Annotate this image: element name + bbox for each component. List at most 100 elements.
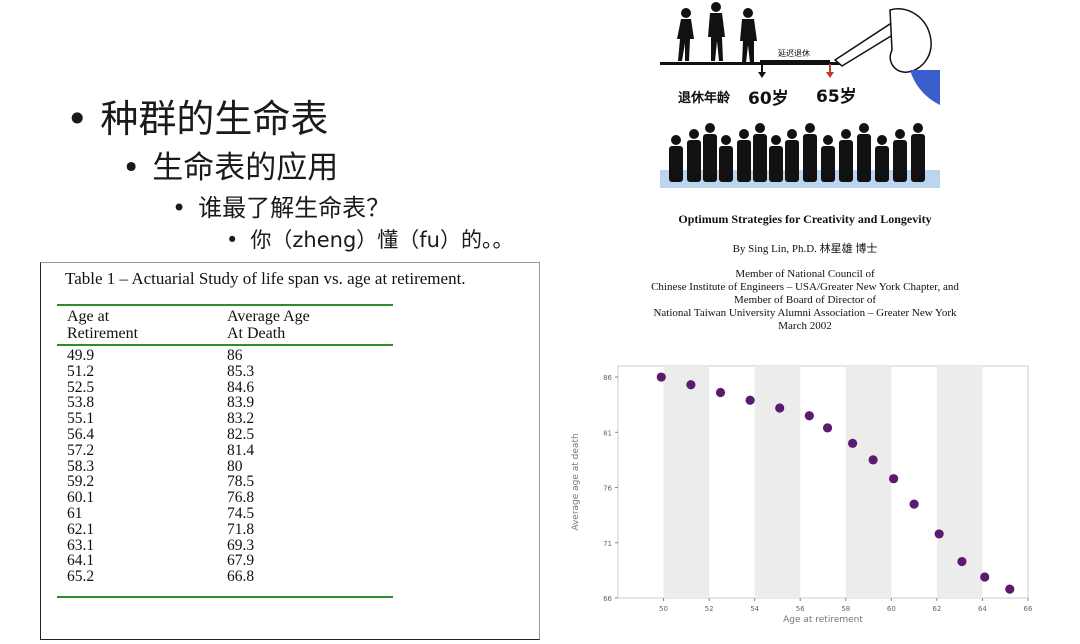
y-tick-label: 66 bbox=[603, 595, 612, 603]
data-point bbox=[656, 372, 666, 382]
bullet-text: 生命表的应用 bbox=[152, 150, 339, 186]
table-row: 59.2 78.5 bbox=[41, 474, 539, 490]
bullet-level-3: • 谁最了解生命表？ bbox=[172, 194, 391, 222]
data-point bbox=[934, 529, 944, 539]
bullet-level-1: • 种群的生命表 bbox=[66, 97, 329, 141]
affiliation-line: Chinese Institute of Engineers – USA/Gre… bbox=[651, 281, 959, 293]
age-to: 65岁 bbox=[816, 86, 857, 107]
cell-average-age-at-death: 84.6 bbox=[227, 378, 255, 396]
scatter-chart: 66 71 76 81 86 50 52 54 56 58 60 62 64 66 Age at retir… bbox=[562, 360, 1040, 636]
cell-age-at-retirement: 58.3 bbox=[67, 457, 95, 475]
y-tick-label: 86 bbox=[603, 374, 612, 382]
cell-average-age-at-death: 76.8 bbox=[227, 489, 255, 507]
header-line: Average Age bbox=[227, 308, 310, 325]
cell-average-age-at-death: 71.8 bbox=[227, 520, 255, 538]
data-point bbox=[745, 395, 755, 405]
data-point bbox=[715, 387, 726, 398]
retirement-illustration: 延迟退休 退休年龄 60岁 65岁 bbox=[660, 0, 940, 188]
table-row: 61 74.5 bbox=[41, 506, 539, 522]
table-row: 63.1 69.3 bbox=[41, 536, 539, 554]
data-point bbox=[822, 423, 833, 433]
x-axis-label: Age at retirement bbox=[783, 615, 863, 625]
cell-average-age-at-death: 82.5 bbox=[227, 425, 255, 443]
bullet-text: 你（zheng）懂（fu）的。。 bbox=[250, 228, 514, 252]
header-age-at-retirement: Age at Retirement bbox=[67, 308, 138, 342]
grid-band bbox=[845, 366, 892, 598]
cell-age-at-retirement: 55.1 bbox=[67, 410, 95, 428]
cell-age-at-retirement: 62.1 bbox=[67, 520, 95, 538]
scatter-svg: 66 71 76 81 86 50 52 54 56 58 60 62 64 66 Age at retir… bbox=[571, 365, 1033, 625]
cell-average-age-at-death: 67.9 bbox=[227, 552, 255, 570]
affiliation-line: National Taiwan University Alumni Associ… bbox=[653, 307, 957, 319]
table-row: 65.2 66.8 bbox=[41, 569, 539, 585]
affiliation-line: March 2002 bbox=[778, 320, 832, 332]
affiliation-line: Member of National Council of bbox=[735, 268, 875, 280]
paper-title: Optimum Strategies for Creativity and Lo… bbox=[678, 212, 932, 226]
data-point bbox=[775, 403, 785, 413]
table-bottom-rule bbox=[57, 596, 393, 598]
table-header-rule bbox=[57, 344, 393, 346]
paper-author: By Sing Lin, Ph.D. 林星雄 博士 bbox=[732, 243, 878, 255]
bullet-text: 种群的生命表 bbox=[100, 97, 329, 141]
grid-band bbox=[663, 366, 710, 598]
cell-age-at-retirement: 61 bbox=[67, 504, 83, 522]
table-row: 55.1 83.2 bbox=[41, 411, 539, 427]
x-tick-label: 66 bbox=[1024, 605, 1033, 613]
paper-affiliation: Member of National Council of Chinese In… bbox=[600, 268, 1010, 333]
header-average-age-at-death: Average Age At Death bbox=[227, 308, 310, 342]
table-caption: Table 1 – Actuarial Study of life span v… bbox=[65, 269, 466, 288]
cell-average-age-at-death: 69.3 bbox=[227, 536, 255, 554]
table-top-rule bbox=[57, 304, 393, 306]
cell-age-at-retirement: 49.9 bbox=[67, 347, 95, 364]
cell-average-age-at-death: 66.8 bbox=[227, 568, 255, 586]
cell-average-age-at-death: 78.5 bbox=[227, 473, 255, 491]
bullet-level-4: • 你（zheng）懂（fu）的。。 bbox=[226, 228, 514, 252]
x-tick-label: 60 bbox=[887, 605, 896, 613]
y-tick-label: 71 bbox=[603, 540, 612, 548]
data-point bbox=[980, 572, 990, 582]
table-row: 62.1 71.8 bbox=[41, 520, 539, 538]
left-label: 退休年龄 bbox=[678, 90, 731, 106]
header-line: Age at bbox=[67, 308, 110, 325]
header-line: At Death bbox=[227, 325, 286, 342]
age-from: 60岁 bbox=[748, 88, 789, 109]
y-tick-label: 81 bbox=[603, 429, 612, 437]
retirement-illustration-icon: 延迟退休 退休年龄 60岁 65岁 bbox=[660, 2, 940, 188]
table-body: 49.9 86 51.2 85.3 52.5 84.6 53.8 83.9 55.1 83.2 56… bbox=[41, 348, 539, 585]
cell-age-at-retirement: 53.8 bbox=[67, 394, 95, 412]
cell-age-at-retirement: 65.2 bbox=[67, 568, 95, 586]
bullet-text: 谁最了解生命表？ bbox=[198, 194, 391, 222]
cell-age-at-retirement: 59.2 bbox=[67, 473, 95, 491]
data-point bbox=[848, 438, 858, 448]
grid-band bbox=[754, 366, 801, 598]
cell-average-age-at-death: 81.4 bbox=[227, 441, 255, 459]
arrow-label: 延迟退休 bbox=[778, 48, 810, 58]
data-point bbox=[957, 556, 967, 567]
table-row: 52.5 84.6 bbox=[41, 378, 539, 396]
cell-age-at-retirement: 60.1 bbox=[67, 489, 95, 507]
affiliation-line: Member of Board of Director of bbox=[733, 294, 877, 306]
cell-average-age-at-death: 83.2 bbox=[227, 410, 255, 428]
x-tick-label: 52 bbox=[705, 605, 714, 613]
bullet-list: • 种群的生命表 • 生命表的应用 • 谁最了解生命表？ • 你（zheng）懂（fu）… bbox=[0, 0, 620, 260]
cell-average-age-at-death: 85.3 bbox=[227, 362, 255, 380]
x-tick-label: 56 bbox=[796, 605, 805, 613]
data-point bbox=[686, 380, 696, 390]
actuarial-table: Table 1 – Actuarial Study of life span v… bbox=[40, 262, 540, 640]
paper-header: Optimum Strategies for Creativity and Lo… bbox=[600, 210, 1010, 333]
table-row: 60.1 76.8 bbox=[41, 490, 539, 506]
cell-age-at-retirement: 64.1 bbox=[67, 552, 95, 570]
x-tick-label: 58 bbox=[841, 605, 850, 613]
x-tick-label: 54 bbox=[750, 605, 759, 613]
header-line: Retirement bbox=[67, 325, 139, 342]
table-row: 58.3 80 bbox=[41, 457, 539, 475]
data-point bbox=[909, 499, 919, 509]
table-row: 49.9 86 bbox=[41, 348, 539, 364]
cell-age-at-retirement: 57.2 bbox=[67, 441, 95, 459]
bullet-level-2: • 生命表的应用 bbox=[122, 150, 339, 186]
table-row: 56.4 82.5 bbox=[41, 427, 539, 443]
data-point bbox=[868, 455, 878, 465]
cell-average-age-at-death: 80 bbox=[227, 457, 243, 475]
table-row: 64.1 67.9 bbox=[41, 553, 539, 569]
data-point bbox=[889, 474, 899, 484]
